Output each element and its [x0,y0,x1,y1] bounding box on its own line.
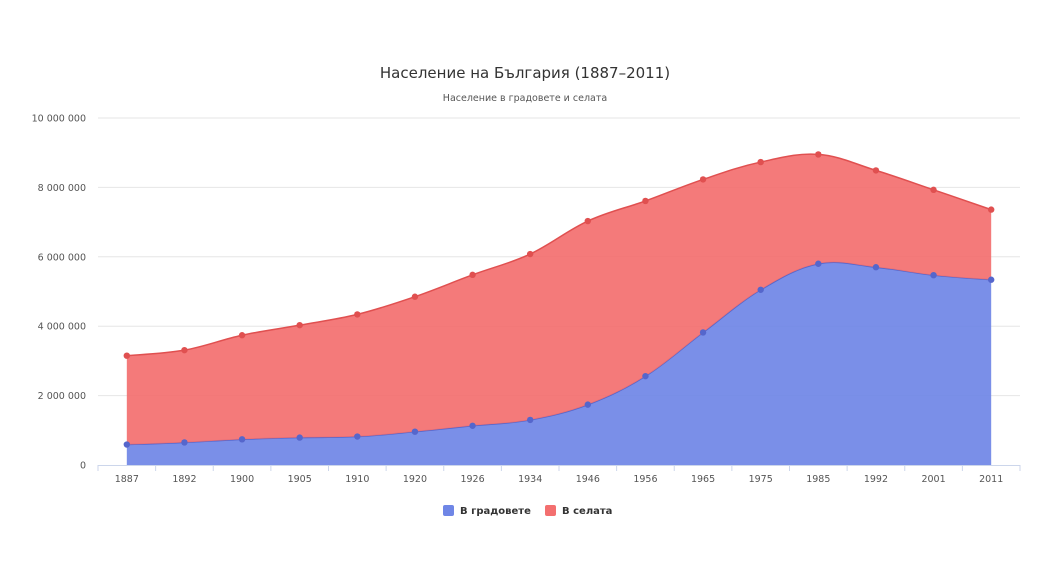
data-point-series-0[interactable] [584,401,592,408]
legend-swatch [545,505,556,516]
chart-subtitle: Население в градовете и селата [443,93,607,104]
x-tick-label: 1965 [691,474,715,485]
data-point-series-0[interactable] [757,286,764,293]
data-point-series-1[interactable] [987,206,995,213]
y-tick-label: 6 000 000 [38,252,86,263]
x-tick-label: 1900 [230,474,254,485]
marker-layer [123,151,995,448]
x-tick-label: 1992 [864,474,888,485]
data-point-series-1[interactable] [815,151,822,158]
x-tick-label: 1910 [345,474,369,485]
legend-item-0[interactable]: В градовете [443,505,531,517]
data-point-series-1[interactable] [123,352,131,359]
x-tick-label: 2011 [979,474,1003,485]
x-tick-label: 1946 [576,474,600,485]
area-series-1 [126,154,992,445]
data-point-series-0[interactable] [699,329,707,336]
data-point-series-1[interactable] [930,186,937,194]
data-point-series-1[interactable] [411,293,419,300]
data-point-series-1[interactable] [181,346,188,354]
data-point-series-0[interactable] [469,422,476,429]
legend-label: В селата [562,506,612,517]
legend-label: В градовете [460,506,531,517]
data-point-series-0[interactable] [123,441,131,448]
area-series-0 [126,262,992,465]
data-point-series-1[interactable] [526,250,534,258]
data-point-series-1[interactable] [469,271,476,279]
x-tick-label: 1892 [172,474,196,485]
area-layer [126,153,992,465]
data-point-series-1[interactable] [872,167,880,174]
x-tick-label: 2001 [921,474,945,485]
y-tick-label: 10 000 000 [32,114,86,125]
x-tick-label: 1920 [403,474,427,485]
x-tick-label: 1905 [288,474,312,485]
data-point-series-0[interactable] [872,264,880,271]
series-line-0 [126,261,992,446]
x-tick-label: 1887 [115,474,139,485]
y-tick-label: 8 000 000 [38,183,86,194]
x-tick-label: 1926 [460,474,484,485]
legend-item-1[interactable]: В селата [545,505,612,517]
y-tick-label: 0 [80,461,86,472]
data-point-series-0[interactable] [815,260,822,267]
y-tick-label: 2 000 000 [38,391,86,402]
x-tick-label: 1956 [633,474,657,485]
data-point-series-1[interactable] [354,311,361,318]
data-point-series-0[interactable] [296,434,303,441]
x-tick-label: 1934 [518,474,542,485]
data-point-series-0[interactable] [642,372,649,380]
data-point-series-1[interactable] [642,197,649,205]
data-point-series-1[interactable] [238,332,246,339]
data-point-series-0[interactable] [930,271,937,279]
data-point-series-0[interactable] [238,436,246,443]
data-point-series-0[interactable] [987,276,995,283]
data-point-series-0[interactable] [354,433,361,440]
x-tick-label: 1985 [806,474,830,485]
x-tick-label: 1975 [749,474,773,485]
legend-swatch [443,505,454,516]
data-point-series-0[interactable] [526,416,534,424]
chart-title: Население на България (1887–2011) [380,64,670,82]
y-tick-label: 4 000 000 [38,322,86,333]
data-point-series-1[interactable] [699,176,707,183]
axis-layer: 1887 1892 1900 1905 1910 1920 1926 1934 1946 1956… [97,465,1021,485]
data-point-series-1[interactable] [757,158,764,166]
data-point-series-0[interactable] [181,439,188,446]
data-point-series-0[interactable] [411,428,419,435]
legend: В градовете В селата [443,505,612,517]
data-point-series-1[interactable] [584,217,592,225]
data-point-series-1[interactable] [296,321,303,329]
series-line-1 [126,153,992,357]
